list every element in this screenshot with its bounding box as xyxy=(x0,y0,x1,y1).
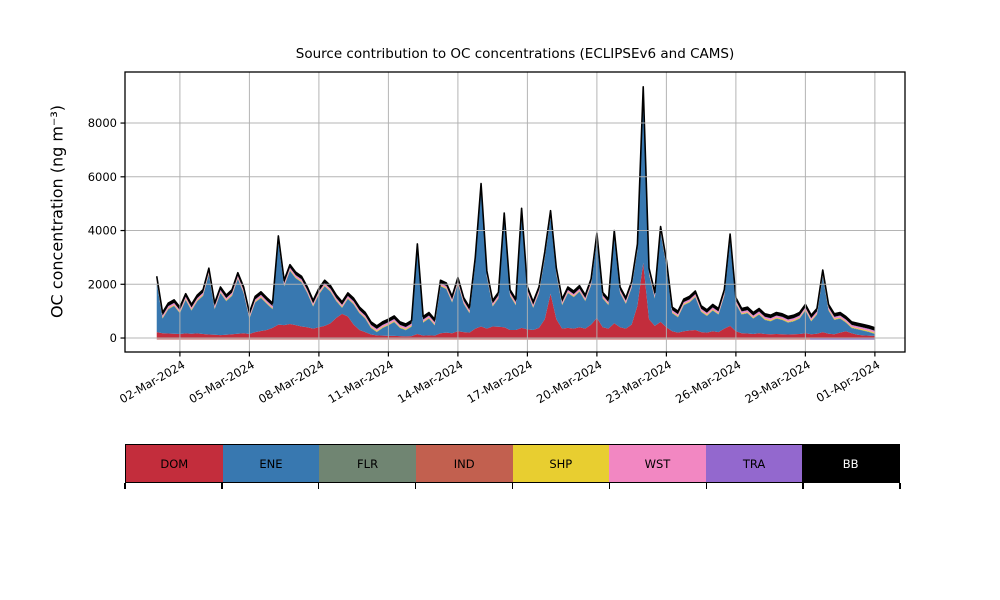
legend-boundary-tick xyxy=(899,483,901,489)
x-tick-label: 08-Mar-2024 xyxy=(256,357,326,406)
legend-boundary-tick xyxy=(608,483,611,489)
legend-item-FLR: FLR xyxy=(319,445,416,482)
legend-label: TRA xyxy=(742,456,766,471)
legend-label: FLR xyxy=(357,456,379,471)
below-zero-band-TRA xyxy=(810,338,875,340)
legend-item-BB: BB xyxy=(802,445,899,482)
legend-boundary-tick xyxy=(414,483,417,489)
y-tick-label: 6000 xyxy=(88,170,117,184)
x-tick-label: 01-Apr-2024 xyxy=(814,357,883,405)
legend-item-DOM: DOM xyxy=(126,445,223,482)
legend-colorbar: DOM ENE FLR IND SHP WST TRA BB xyxy=(125,444,900,483)
x-tick-label: 23-Mar-2024 xyxy=(604,357,674,406)
x-tick-label: 14-Mar-2024 xyxy=(395,357,465,406)
legend-boundary-tick xyxy=(221,483,223,489)
y-tick-label: 4000 xyxy=(88,224,117,238)
legend-label: ENE xyxy=(259,456,283,471)
legend-item-WST: WST xyxy=(609,445,706,482)
legend-item-IND: IND xyxy=(415,445,513,482)
y-tick-label: 0 xyxy=(110,331,117,345)
legend-label: SHP xyxy=(549,456,573,471)
legend-item-ENE: ENE xyxy=(222,445,320,482)
x-tick-label: 05-Mar-2024 xyxy=(187,357,257,406)
y-tick-label: 2000 xyxy=(88,277,117,291)
area-ENE xyxy=(156,92,875,337)
legend-label: IND xyxy=(453,456,475,471)
legend-boundary-tick xyxy=(705,483,707,489)
below-zero-band-IND xyxy=(156,338,811,340)
y-tick-label: 8000 xyxy=(88,116,117,130)
legend-boundary-tick xyxy=(318,483,320,489)
plot-border xyxy=(124,71,906,353)
x-tick-label: 02-Mar-2024 xyxy=(117,357,187,406)
legend-boundary-tick xyxy=(511,483,514,489)
x-tick-label: 17-Mar-2024 xyxy=(465,357,535,406)
area-DOM xyxy=(156,262,875,339)
legend-label: DOM xyxy=(160,456,189,471)
legend-label: WST xyxy=(644,456,671,471)
legend-boundary-tick xyxy=(802,483,804,489)
chart-title: Source contribution to OC concentrations… xyxy=(295,46,735,62)
legend-label: BB xyxy=(842,456,859,471)
y-axis-label: OC concentration (ng m⁻³) xyxy=(47,104,67,319)
legend-boundary-tick xyxy=(124,483,126,489)
x-tick-label: 26-Mar-2024 xyxy=(673,357,743,406)
legend-item-TRA: TRA xyxy=(705,445,803,482)
x-tick-label: 20-Mar-2024 xyxy=(534,357,604,406)
x-tick-label: 11-Mar-2024 xyxy=(326,357,396,406)
stack-outline xyxy=(155,85,876,329)
legend-item-SHP: SHP xyxy=(512,445,610,482)
x-tick-label: 29-Mar-2024 xyxy=(743,357,813,406)
